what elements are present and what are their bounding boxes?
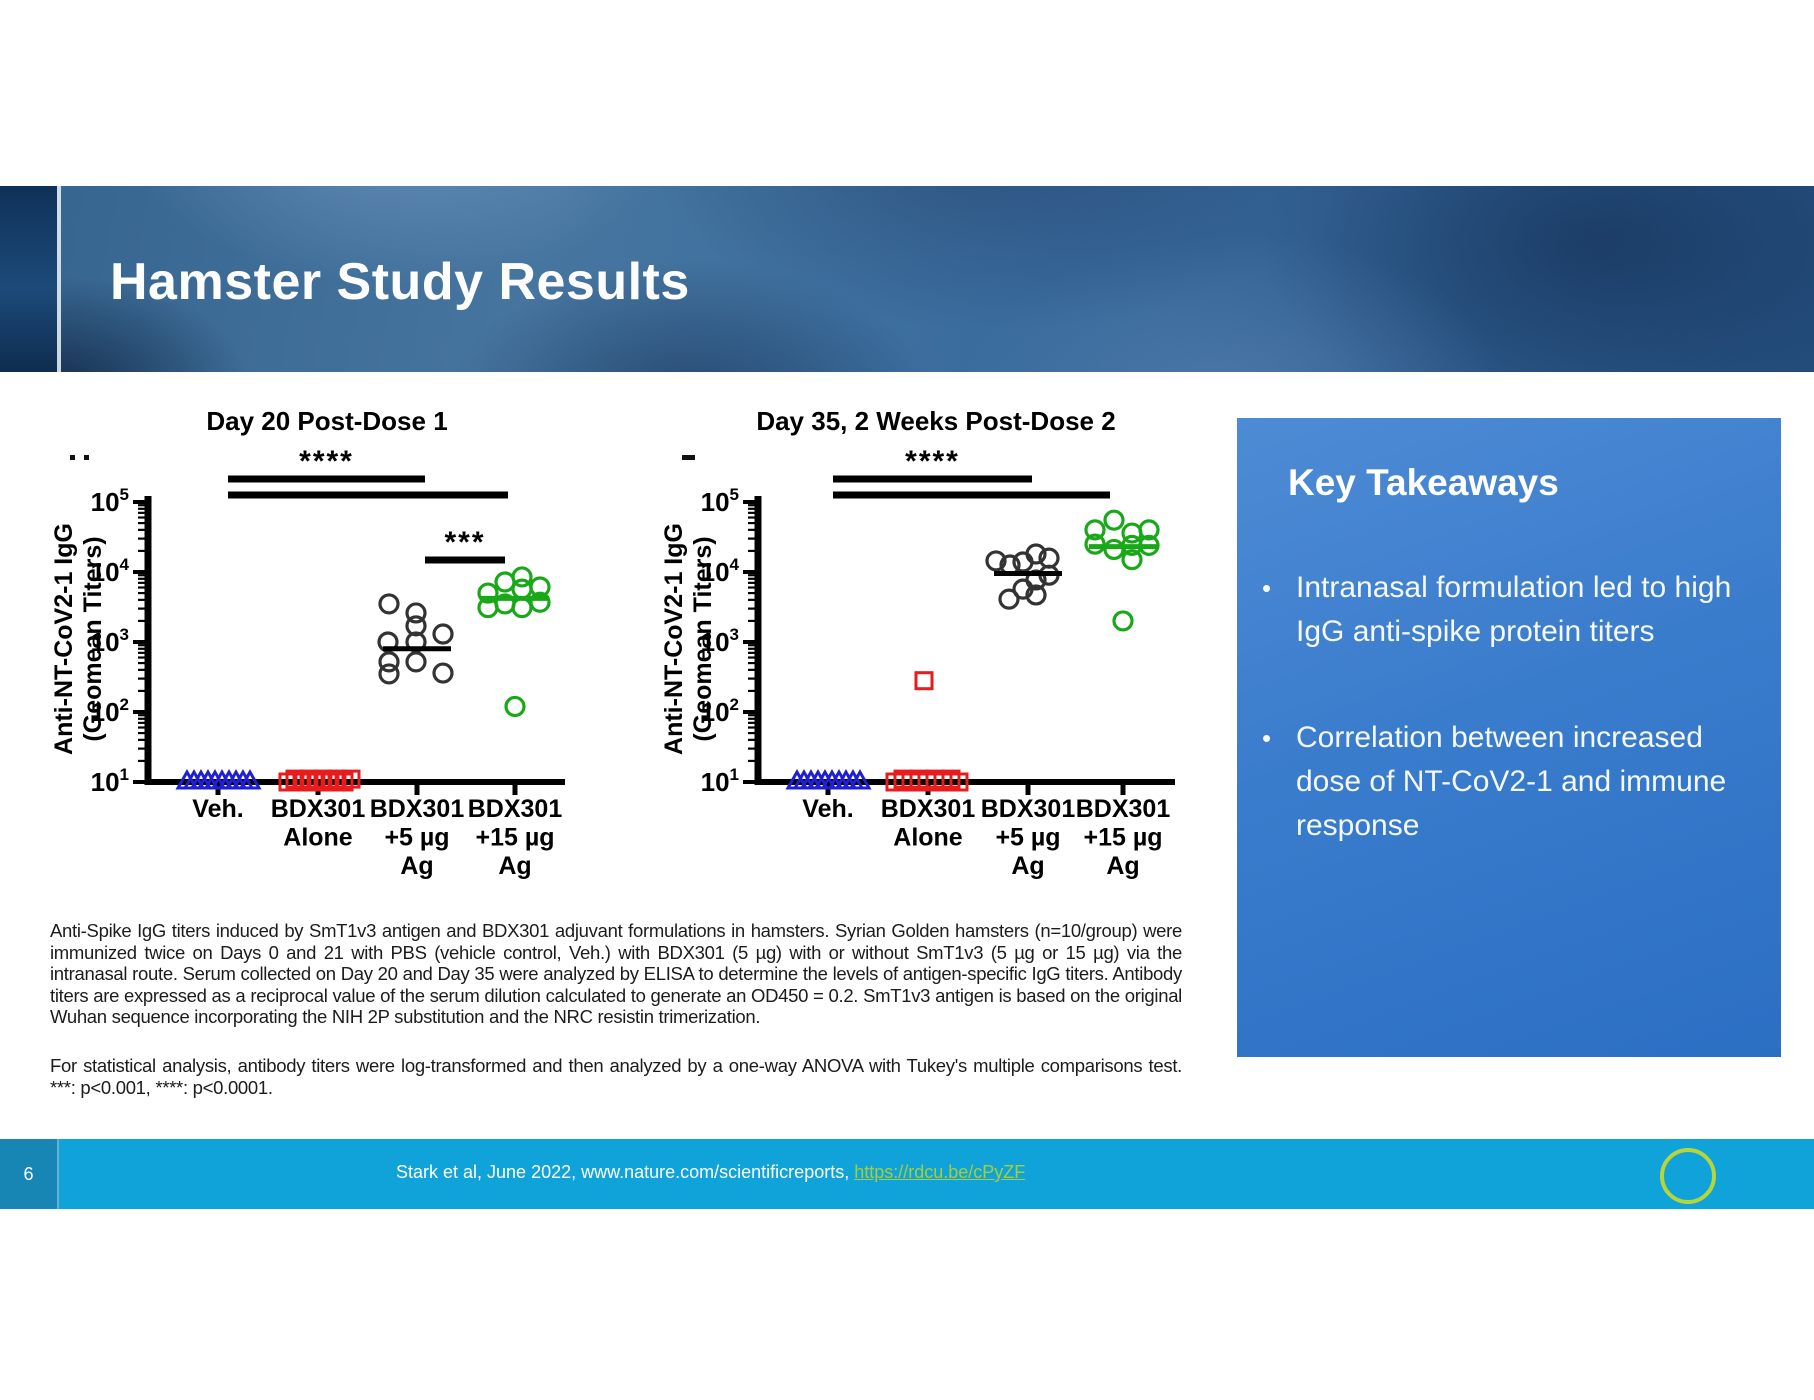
scatter-chart-day35: Day 35, 2 Weeks Post-Dose 2 Anti-NT-CoV2-… bbox=[660, 406, 1175, 880]
footer-bar: 6 Stark et al, June 2022, www.nature.com… bbox=[0, 1139, 1814, 1209]
data-point bbox=[238, 768, 262, 790]
y-axis-label: Anti-NT-CoV2-1 IgG bbox=[50, 523, 78, 755]
y-tick-label: 105 bbox=[701, 485, 739, 517]
data-point bbox=[949, 772, 969, 792]
takeaway-item: • Correlation between increased dose of … bbox=[1262, 716, 1741, 848]
data-point bbox=[378, 593, 400, 615]
data-point bbox=[494, 571, 516, 593]
citation: Stark et al, June 2022, www.nature.com/s… bbox=[396, 1162, 1025, 1183]
cropped-figure-artifact bbox=[70, 455, 75, 460]
group-label: Ag bbox=[498, 852, 531, 880]
group-label: BDX301 bbox=[981, 795, 1076, 823]
y-tick-label: 103 bbox=[701, 625, 739, 657]
chart-title: Day 20 Post-Dose 1 bbox=[206, 406, 447, 436]
data-point bbox=[432, 623, 454, 645]
data-point bbox=[529, 591, 551, 613]
page-title: Hamster Study Results bbox=[110, 253, 690, 311]
takeaway-text: Correlation between increased dose of NT… bbox=[1296, 721, 1727, 842]
group-label: BDX301 bbox=[370, 795, 465, 823]
group-label: BDX301 bbox=[468, 795, 563, 823]
group-label: +15 µg bbox=[1083, 824, 1162, 852]
group-label: +15 µg bbox=[475, 824, 554, 852]
data-point bbox=[477, 582, 499, 604]
key-takeaways-title: Key Takeaways bbox=[1288, 462, 1559, 503]
data-point bbox=[405, 651, 427, 673]
page-number: 6 bbox=[23, 1163, 34, 1184]
y-axis-label: Anti-NT-CoV2-1 IgG bbox=[660, 523, 688, 755]
data-point bbox=[378, 663, 400, 685]
y-tick-label: 103 bbox=[91, 625, 129, 657]
data-point bbox=[405, 615, 427, 637]
scatter-chart-day20: Day 20 Post-Dose 1 Anti-NT-CoV2-1 IgG (Geo… bbox=[50, 406, 565, 880]
data-point bbox=[1084, 519, 1106, 541]
data-point bbox=[1025, 543, 1047, 565]
banner-divider bbox=[57, 186, 61, 372]
key-takeaways-list: • Intranasal formulation led to high IgG… bbox=[1237, 566, 1781, 848]
data-point bbox=[341, 769, 361, 789]
group-label: BDX301 bbox=[1076, 795, 1171, 823]
data-point bbox=[511, 578, 533, 600]
data-point bbox=[1121, 522, 1143, 544]
group-label: Veh. bbox=[192, 795, 243, 823]
data-point bbox=[432, 662, 454, 684]
group-label: Ag bbox=[1011, 852, 1044, 880]
significance-label: **** bbox=[299, 445, 354, 478]
logo-ring-icon bbox=[1660, 1148, 1716, 1204]
significance-label: *** bbox=[444, 526, 485, 559]
group-label: Alone bbox=[283, 824, 353, 852]
takeaway-item: • Intranasal formulation led to high IgG… bbox=[1262, 566, 1741, 654]
y-axis-label: (Geomean Titers) bbox=[79, 536, 107, 741]
figure-caption: Anti-Spike IgG titers induced by SmT1v3 … bbox=[50, 920, 1182, 1098]
data-point bbox=[1121, 549, 1143, 571]
data-point bbox=[1112, 610, 1134, 632]
data-point bbox=[985, 550, 1007, 572]
data-point bbox=[1025, 584, 1047, 606]
group-label: Alone bbox=[893, 824, 963, 852]
y-tick-label: 105 bbox=[91, 485, 129, 517]
group-label: BDX301 bbox=[271, 795, 366, 823]
caption-paragraph: Anti-Spike IgG titers induced by SmT1v3 … bbox=[50, 920, 1182, 1028]
data-point bbox=[998, 588, 1020, 610]
data-point bbox=[1103, 538, 1125, 561]
takeaway-text: Intranasal formulation led to high IgG a… bbox=[1296, 571, 1732, 648]
group-label: Veh. bbox=[802, 795, 853, 823]
group-label: Ag bbox=[400, 852, 433, 880]
data-point bbox=[405, 602, 427, 624]
banner-left-strip bbox=[0, 186, 57, 372]
y-axis-label: (Geomean Titers) bbox=[689, 536, 717, 741]
citation-text: Stark et al, June 2022, www.nature.com/s… bbox=[396, 1162, 855, 1182]
citation-link[interactable]: https://rdcu.be/cPyZF bbox=[854, 1162, 1026, 1182]
page-number-box: 6 bbox=[0, 1139, 59, 1209]
group-label: +5 µg bbox=[995, 824, 1060, 852]
data-point bbox=[504, 695, 526, 718]
data-point bbox=[511, 597, 533, 619]
data-point bbox=[1103, 509, 1125, 531]
y-tick-label: 104 bbox=[701, 555, 740, 587]
data-point bbox=[378, 651, 400, 673]
data-point bbox=[1084, 533, 1106, 555]
group-label: BDX301 bbox=[881, 795, 976, 823]
group-label: +5 µg bbox=[384, 824, 449, 852]
y-tick-label: 104 bbox=[91, 555, 130, 587]
cropped-figure-artifact bbox=[682, 455, 695, 460]
y-tick-label: 102 bbox=[91, 695, 129, 727]
chart-title: Day 35, 2 Weeks Post-Dose 2 bbox=[756, 406, 1115, 436]
significance-label: **** bbox=[905, 445, 960, 478]
y-tick-label: 101 bbox=[701, 765, 739, 797]
data-point bbox=[914, 671, 934, 691]
bullet-marker: • bbox=[1262, 573, 1272, 603]
caption-paragraph: For statistical analysis, antibody titer… bbox=[50, 1054, 1182, 1098]
key-takeaways-panel: Key Takeaways • Intranasal formulation l… bbox=[1237, 418, 1781, 1057]
data-point bbox=[848, 768, 872, 790]
group-label: Ag bbox=[1106, 852, 1139, 880]
title-banner: Hamster Study Results bbox=[0, 186, 1814, 372]
cropped-figure-artifact bbox=[84, 455, 89, 460]
y-tick-label: 101 bbox=[91, 765, 129, 797]
bullet-marker: • bbox=[1262, 723, 1272, 753]
y-tick-label: 102 bbox=[701, 695, 739, 727]
data-point bbox=[511, 566, 533, 588]
data-point bbox=[1012, 578, 1034, 600]
